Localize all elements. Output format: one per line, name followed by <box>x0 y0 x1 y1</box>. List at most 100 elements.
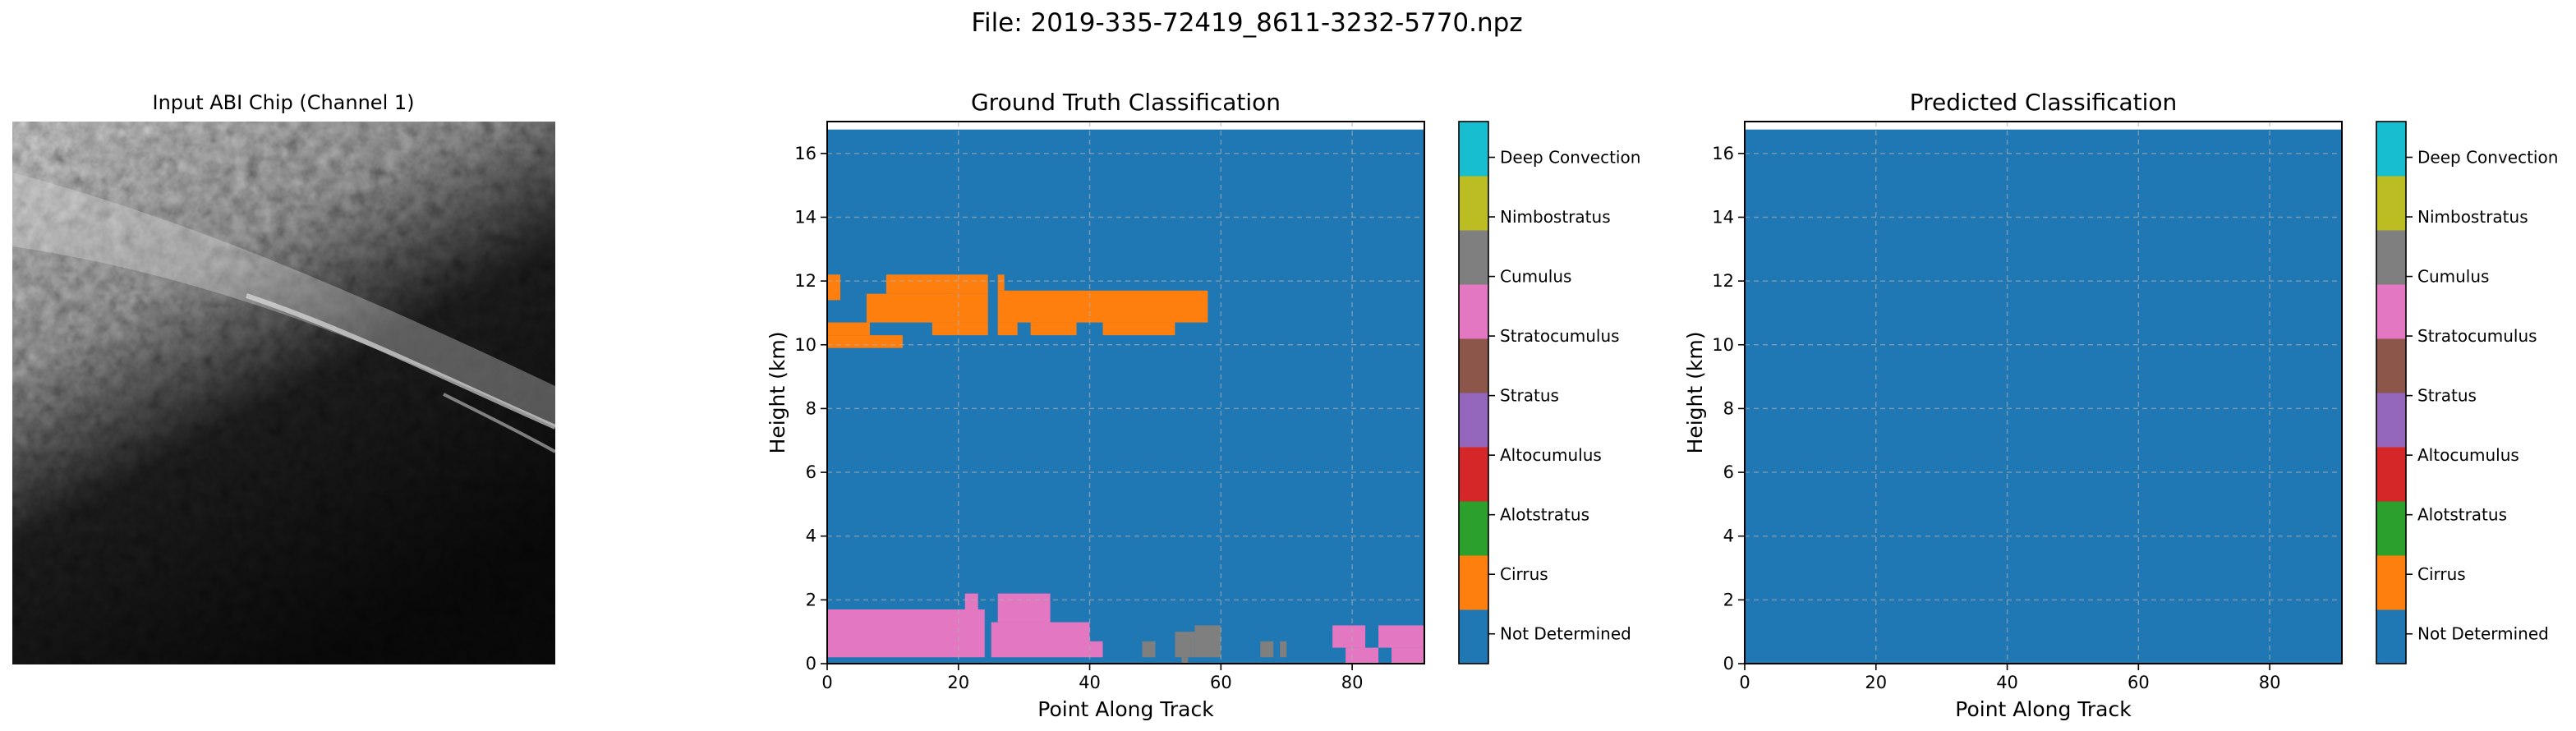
y-axis-label: Height (km) <box>1683 332 1707 454</box>
x-tick-label: 80 <box>2259 673 2281 692</box>
axes-title: Ground Truth Classification <box>971 89 1281 116</box>
colorbar-swatch <box>1459 447 1488 502</box>
y-tick-label: 14 <box>794 207 816 227</box>
class-region <box>1280 641 1287 658</box>
axes-frame <box>1744 121 2343 664</box>
x-axis-label: Point Along Track <box>1037 697 1214 721</box>
colorbar-label: Not Determined <box>1500 624 1631 644</box>
colorbar-swatch <box>1459 122 1488 177</box>
x-tick-label: 40 <box>1996 673 2018 692</box>
colorbar-label: Nimbostratus <box>1500 207 1611 227</box>
y-tick-label: 8 <box>1723 398 1734 418</box>
y-tick-label: 0 <box>1723 654 1734 674</box>
y-tick-label: 4 <box>1723 526 1734 546</box>
colorbar-label: Deep Convection <box>2417 148 2558 168</box>
colorbar-label: Nimbostratus <box>2417 207 2528 227</box>
colorbar-swatch <box>1459 609 1488 664</box>
colorbar-swatch <box>2376 555 2406 610</box>
colorbar-label: Cirrus <box>1500 564 1548 584</box>
class-field-background <box>827 129 1424 664</box>
class-region <box>1175 632 1195 658</box>
colorbar-label: Not Determined <box>2417 624 2549 644</box>
class-field-background <box>1745 129 2342 664</box>
colorbar-swatch <box>2376 447 2406 502</box>
colorbar-swatch <box>1459 284 1488 339</box>
colorbar-swatch <box>2376 284 2406 339</box>
class-region <box>827 335 903 348</box>
y-axis-label: Height (km) <box>766 332 789 454</box>
colorbar-label: Stratus <box>1500 386 1559 406</box>
class-region <box>1332 625 1366 648</box>
class-region <box>1194 625 1221 658</box>
class-region <box>866 293 988 323</box>
x-tick-label: 40 <box>1079 673 1101 692</box>
colorbar-label: Alotstratus <box>1500 505 1589 525</box>
y-tick-label: 12 <box>794 271 816 291</box>
colorbar-label: Cumulus <box>1500 267 1571 287</box>
colorbar-swatch <box>1459 230 1488 285</box>
class-region <box>827 322 870 336</box>
colorbar-label: Deep Convection <box>1500 148 1640 168</box>
class-region <box>997 593 1051 623</box>
class-region <box>827 274 840 301</box>
x-tick-label: 60 <box>2128 673 2150 692</box>
y-tick-label: 14 <box>1712 207 1734 227</box>
y-tick-label: 0 <box>806 654 816 674</box>
x-tick-label: 60 <box>1210 673 1232 692</box>
axes-frame <box>826 121 1425 664</box>
colorbar-swatch <box>1459 501 1488 556</box>
x-tick-label: 20 <box>947 673 969 692</box>
class-region <box>1392 647 1424 664</box>
y-tick-label: 2 <box>1723 590 1734 609</box>
colorbar-swatch <box>1459 393 1488 448</box>
colorbar-label: Alotstratus <box>2417 505 2507 525</box>
colorbar-swatch <box>2376 393 2406 448</box>
class-region <box>932 322 988 336</box>
class-region <box>1030 322 1077 336</box>
y-tick-label: 6 <box>1723 462 1734 482</box>
y-tick-label: 10 <box>794 335 816 355</box>
class-region <box>827 609 985 658</box>
colorbar-swatch <box>2376 501 2406 556</box>
class-region <box>1102 322 1175 336</box>
colorbar-swatch <box>2376 230 2406 285</box>
class-region <box>1089 641 1103 658</box>
colorbar-label: Stratocumulus <box>1500 326 1620 346</box>
y-tick-label: 4 <box>806 526 816 546</box>
class-region <box>886 274 988 294</box>
input-chip-title: Input ABI Chip (Channel 1) <box>152 91 414 114</box>
colorbar-label: Altocumulus <box>1500 445 1602 465</box>
class-region <box>997 290 1208 323</box>
colorbar-swatch <box>2376 122 2406 177</box>
colorbar-frame <box>1458 121 1489 664</box>
colorbar-label: Altocumulus <box>2417 445 2519 465</box>
colorbar-label: Cirrus <box>2417 564 2466 584</box>
satellite-image <box>12 122 557 664</box>
colorbar-swatch <box>1459 338 1488 393</box>
class-region <box>1346 647 1379 664</box>
y-tick-label: 8 <box>806 398 816 418</box>
figure-title: File: 2019-335-72419_8611-3232-5770.npz <box>971 8 1522 38</box>
x-tick-label: 80 <box>1341 673 1364 692</box>
colorbar-label: Stratus <box>2417 386 2477 406</box>
class-region <box>991 622 1090 658</box>
y-tick-label: 6 <box>806 462 816 482</box>
axes-title: Predicted Classification <box>1910 89 2178 116</box>
x-tick-label: 0 <box>1739 673 1750 692</box>
y-tick-label: 2 <box>806 590 816 609</box>
y-tick-label: 12 <box>1712 271 1734 291</box>
x-tick-label: 0 <box>821 673 832 692</box>
colorbar-swatch <box>2376 338 2406 393</box>
class-region <box>1181 657 1189 664</box>
colorbar-label: Cumulus <box>2417 267 2489 287</box>
predicted-panel: 0 20 40 60 80 0 2 4 6 8 10 12 14 16 Predicted Classifi… <box>1683 89 2558 721</box>
colorbar-swatch <box>1459 176 1488 231</box>
colorbar-swatch <box>2376 609 2406 664</box>
class-region <box>1142 641 1156 658</box>
colorbar-swatch <box>2376 176 2406 231</box>
y-tick-label: 16 <box>1712 144 1734 163</box>
class-region <box>964 593 978 609</box>
x-tick-label: 20 <box>1865 673 1887 692</box>
input-chip-panel: Input ABI Chip (Channel 1) <box>12 91 557 664</box>
